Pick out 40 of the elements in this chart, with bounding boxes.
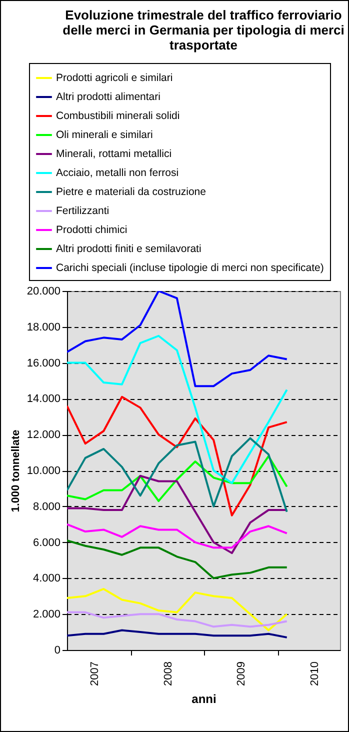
line-series (67, 629, 288, 638)
x-axis-title: anni (192, 692, 216, 706)
line-series (67, 540, 288, 580)
y-tick-label: 14.000 (26, 393, 60, 406)
line-series (67, 437, 288, 513)
x-tick-label: 2008 (162, 662, 174, 686)
y-tick-label: 10.000 (26, 465, 60, 477)
legend-label: Prodotti chimici (56, 224, 128, 236)
chart-title: Evoluzione trimestrale del traffico ferroviario delle merci in Germania per tipologia di merci trasportate (62, 8, 344, 52)
y-tick-label: 18.000 (26, 321, 60, 334)
legend-label: Prodotti agricoli e similari (56, 72, 173, 84)
y-tick-label: 4.000 (32, 572, 60, 585)
line-series (67, 523, 288, 549)
legend-label: Pietre e materiali da costruzione (56, 186, 206, 198)
y-tick-label: 12.000 (26, 429, 60, 442)
legend-label: Carichi speciali (incluse tipologie di merci non specificate) (56, 262, 324, 274)
x-tick-label: 2007 (88, 662, 101, 686)
line-series (67, 334, 288, 484)
line-series (67, 455, 288, 502)
line-series (67, 396, 288, 516)
y-tick-label: 2.000 (32, 608, 60, 621)
y-axis-title: 1.000 tonnellate (10, 430, 22, 512)
legend-label: Altri prodotti alimentari (56, 91, 160, 103)
line-series (67, 474, 288, 554)
line-series (67, 611, 288, 628)
y-tick-label: 8.000 (32, 500, 60, 513)
legend-label: Acciaio, metalli non ferrosi (56, 167, 179, 179)
line-series (67, 291, 288, 388)
x-tick-label: 2009 (236, 662, 248, 686)
legend-label: Minerali, rottami metallici (56, 148, 172, 160)
legend-label: Fertilizzanti (56, 205, 110, 217)
y-tick-label: 6.000 (32, 536, 60, 549)
line-series (67, 588, 288, 632)
x-tick-label: 2010 (308, 662, 321, 686)
legend-label: Combustibili minerali solidi (56, 110, 180, 122)
y-tick-label: 16.000 (26, 357, 60, 370)
legend-label: Oli minerali e similari (56, 129, 153, 141)
y-tick-label: 20.000 (26, 286, 60, 298)
y-tick-label: 0 (54, 644, 60, 656)
legend-label: Altri prodotti finiti e semilavorati (56, 243, 202, 255)
